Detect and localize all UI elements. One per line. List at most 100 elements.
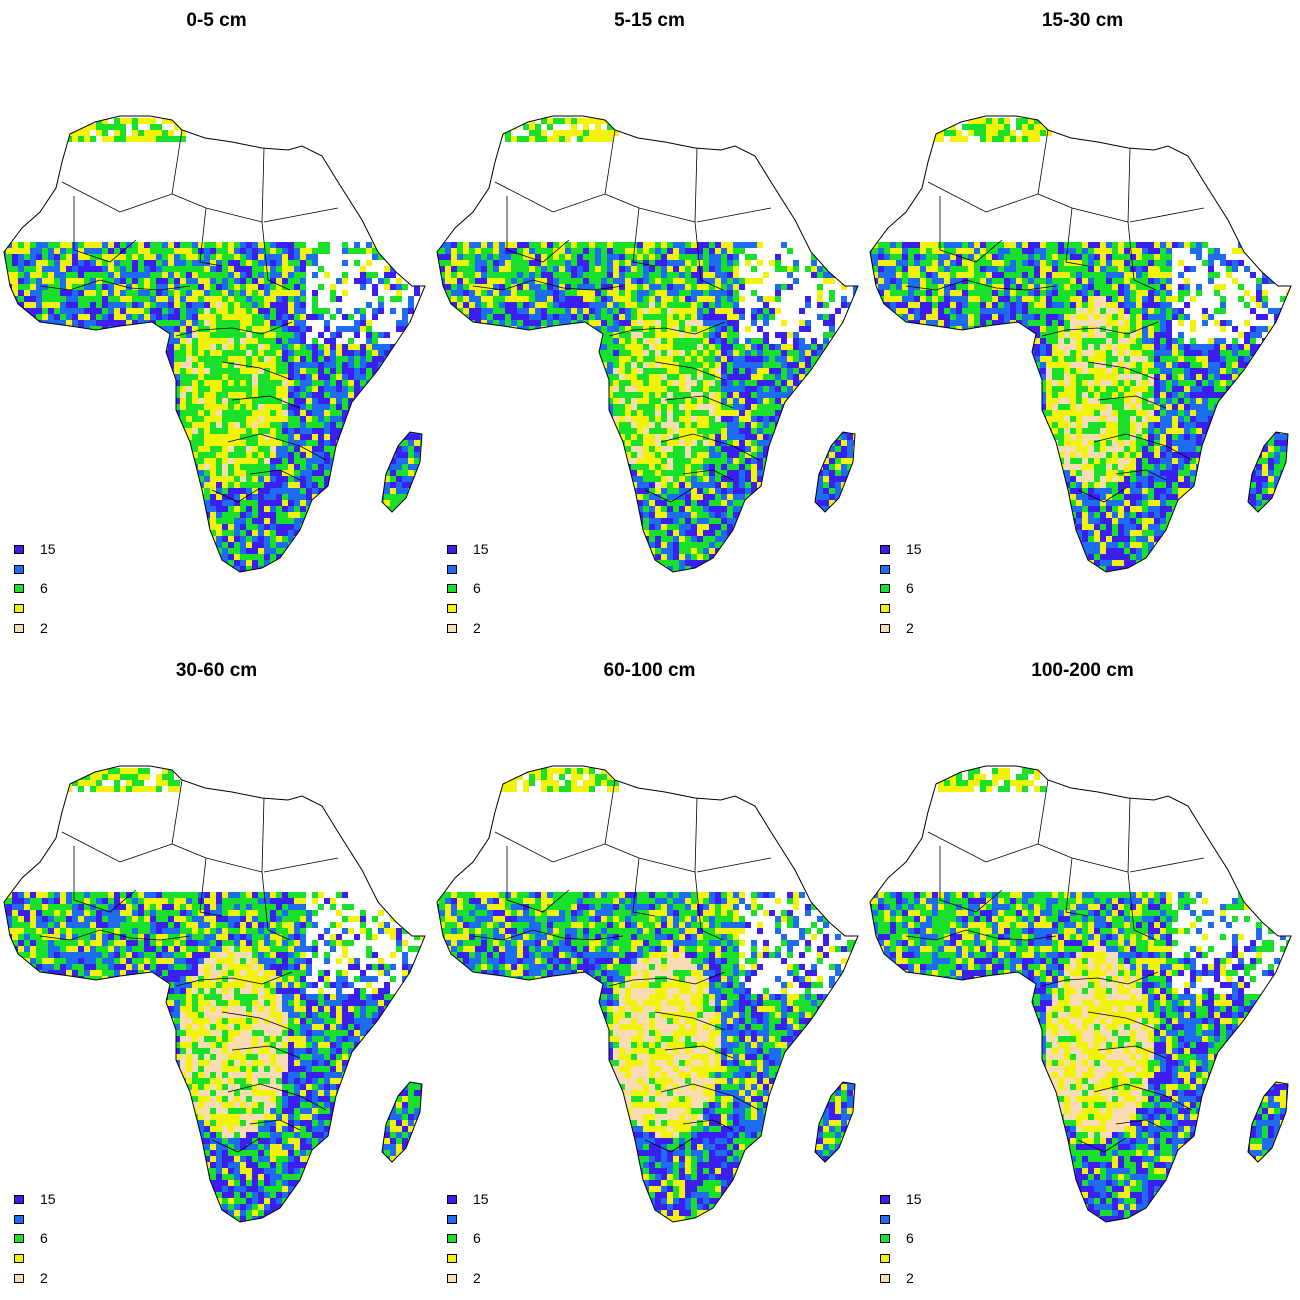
- raster-cell: [210, 404, 216, 410]
- raster-cell: [300, 320, 306, 326]
- raster-cell: [282, 368, 288, 374]
- raster-cell: [655, 260, 661, 266]
- raster-cell: [6, 308, 12, 314]
- raster-cell: [715, 260, 721, 266]
- raster-cell: [601, 278, 607, 284]
- panel-title: 0-5 cm: [0, 10, 433, 32]
- raster-cell: [198, 410, 204, 416]
- raster-cell: [703, 290, 709, 296]
- country-border: [199, 207, 223, 267]
- raster-cell: [36, 302, 42, 308]
- raster-cell: [517, 320, 523, 326]
- raster-cell: [390, 446, 396, 452]
- raster-cell: [342, 362, 348, 368]
- raster-cell: [396, 404, 402, 410]
- raster-cell: [378, 434, 384, 440]
- raster-cell: [258, 410, 264, 416]
- raster-cell: [354, 326, 360, 332]
- raster-cell: [559, 290, 565, 296]
- raster-cell: [132, 500, 138, 506]
- country-border: [227, 433, 327, 461]
- raster-cell: [114, 290, 120, 296]
- raster-cell: [258, 494, 264, 500]
- raster-cell: [72, 578, 78, 584]
- raster-cell: [306, 380, 312, 386]
- raster-cell: [805, 326, 811, 332]
- raster-cell: [210, 524, 216, 530]
- raster-cell: [252, 410, 258, 416]
- raster-cell: [372, 506, 378, 512]
- raster-cell: [96, 560, 102, 566]
- raster-cell: [276, 290, 282, 296]
- raster-cell: [66, 410, 72, 416]
- raster-cell: [571, 314, 577, 320]
- raster-cell: [396, 434, 402, 440]
- raster-cell: [36, 530, 42, 536]
- raster-cell: [24, 362, 30, 368]
- country-border: [261, 221, 291, 291]
- raster-cell: [264, 362, 270, 368]
- raster-cell: [354, 242, 360, 248]
- raster-cell: [601, 302, 607, 308]
- raster-cell: [36, 470, 42, 476]
- raster-cell: [414, 494, 420, 500]
- raster-cell: [445, 242, 451, 248]
- raster-cell: [354, 356, 360, 362]
- raster-cell: [408, 518, 414, 524]
- raster-cell: [78, 380, 84, 386]
- raster-cell: [583, 326, 589, 332]
- raster-cell: [408, 416, 414, 422]
- raster-cell: [517, 314, 523, 320]
- raster-cell: [312, 572, 318, 578]
- raster-cell: [378, 278, 384, 284]
- raster-cell: [294, 530, 300, 536]
- raster-cell: [457, 314, 463, 320]
- raster-cell: [312, 374, 318, 380]
- raster-cell: [204, 248, 210, 254]
- raster-cell: [234, 254, 240, 260]
- raster-cell: [174, 332, 180, 338]
- raster-cell: [396, 362, 402, 368]
- raster-cell: [72, 530, 78, 536]
- raster-cell: [102, 272, 108, 278]
- raster-cell: [270, 266, 276, 272]
- raster-cell: [150, 350, 156, 356]
- raster-cell: [234, 506, 240, 512]
- raster-cell: [4, 332, 6, 338]
- raster-cell: [96, 518, 102, 524]
- raster-cell: [72, 284, 78, 290]
- raster-cell: [354, 452, 360, 458]
- raster-cell: [607, 320, 613, 326]
- raster-cell: [66, 278, 72, 284]
- raster-cell: [667, 278, 673, 284]
- raster-cell: [282, 248, 288, 254]
- raster-cell: [390, 548, 396, 554]
- raster-cell: [90, 260, 96, 266]
- raster-cell: [24, 440, 30, 446]
- raster-cell: [751, 320, 757, 326]
- raster-cell: [324, 542, 330, 548]
- raster-cell: [228, 470, 234, 476]
- raster-cell: [348, 464, 354, 470]
- raster-cell: [414, 410, 420, 416]
- raster-cell: [246, 476, 252, 482]
- raster-cell: [408, 560, 414, 566]
- raster-cell: [186, 404, 192, 410]
- raster-cell: [787, 272, 793, 278]
- raster-cell: [204, 326, 210, 332]
- raster-cell: [378, 548, 384, 554]
- raster-cell: [144, 470, 150, 476]
- raster-cell: [847, 266, 853, 272]
- raster-cell: [294, 260, 300, 266]
- raster-cell: [114, 554, 120, 560]
- raster-cell: [240, 296, 246, 302]
- raster-cell: [318, 368, 324, 374]
- raster-cell: [469, 278, 475, 284]
- raster-cell: [180, 506, 186, 512]
- raster-cell: [414, 524, 420, 530]
- raster-cell: [4, 518, 6, 524]
- legend-label: 15: [40, 541, 56, 557]
- raster-cell: [697, 272, 703, 278]
- raster-cell: [613, 248, 619, 254]
- raster-cell: [132, 320, 138, 326]
